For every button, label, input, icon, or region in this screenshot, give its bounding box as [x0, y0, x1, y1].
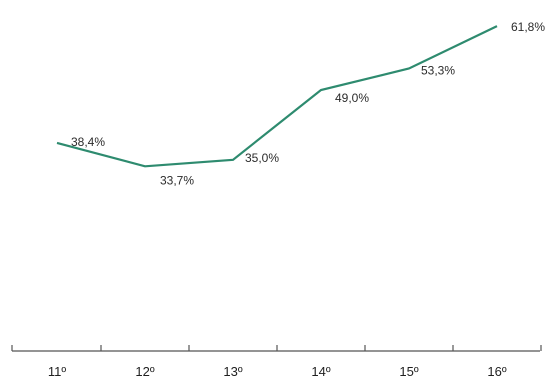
- x-axis: [11, 345, 542, 352]
- data-label: 61,8%: [511, 20, 545, 34]
- series-line-group: [56, 25, 498, 168]
- series-line: [56, 25, 498, 168]
- x-tick-label: 12º: [135, 364, 154, 379]
- data-labels: 38,4% 33,7% 35,0% 49,0% 53,3% 61,8%: [71, 20, 545, 187]
- x-tick-label: 14º: [311, 364, 330, 379]
- x-tick-label: 15º: [399, 364, 418, 379]
- data-label: 35,0%: [245, 151, 279, 165]
- data-label: 38,4%: [71, 135, 105, 149]
- x-tick-labels: 11º 12º 13º 14º 15º 16º: [48, 364, 507, 379]
- x-tick-label: 11º: [48, 364, 66, 379]
- data-label: 49,0%: [335, 91, 369, 105]
- data-label: 33,7%: [160, 173, 194, 187]
- data-label: 53,3%: [421, 64, 455, 78]
- x-tick-label: 13º: [223, 364, 242, 379]
- x-tick-label: 16º: [487, 364, 506, 379]
